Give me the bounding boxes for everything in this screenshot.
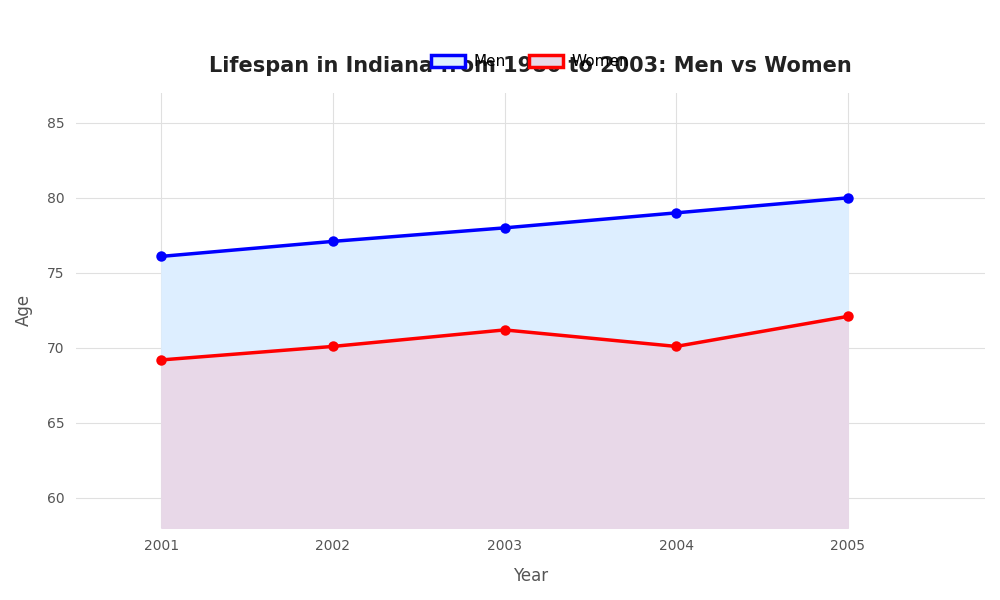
Y-axis label: Age: Age [15,295,33,326]
Title: Lifespan in Indiana from 1980 to 2003: Men vs Women: Lifespan in Indiana from 1980 to 2003: M… [209,56,852,76]
Legend: Men, Women: Men, Women [425,48,636,76]
X-axis label: Year: Year [513,567,548,585]
